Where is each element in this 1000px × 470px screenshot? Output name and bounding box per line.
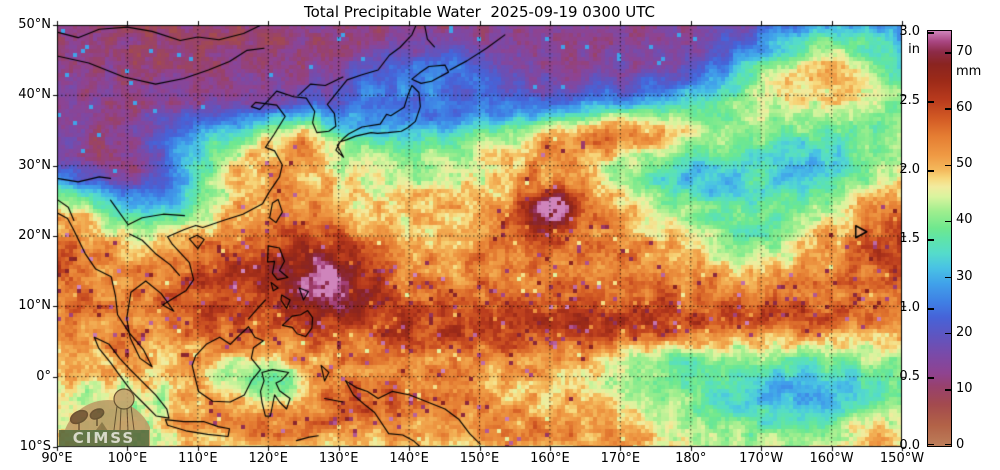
lon-tick-label: 130°E <box>318 451 359 466</box>
colorbar-tick-mark <box>928 170 934 172</box>
colorbar-tick-mark <box>928 444 934 446</box>
colorbar-in-tick-label: 2.5 <box>899 93 920 108</box>
colorbar-mm-tick-label: 70 <box>956 43 973 59</box>
colorbar-tick-mark <box>945 164 951 166</box>
tpw-map-canvas <box>50 18 910 455</box>
colorbar-tick-mark <box>928 101 934 103</box>
colorbar-tick-mark <box>945 220 951 223</box>
colorbar-tick-mark <box>945 52 951 54</box>
lon-tick-label: 150°E <box>459 451 500 466</box>
colorbar-tick-mark <box>945 108 951 110</box>
colorbar-tick-mark <box>945 389 951 391</box>
cimss-logo: CIMSS <box>59 388 150 446</box>
lat-tick-label: 20°N <box>18 228 51 243</box>
logo-band <box>59 430 149 446</box>
colorbar-mm-tick-label: 0 <box>956 437 965 452</box>
satellite-icon <box>113 388 135 432</box>
lat-tick-label: 0° <box>36 368 51 384</box>
colorbar-mm-unit: mm <box>956 64 982 79</box>
colorbar-tick-mark <box>928 32 934 34</box>
lon-tick-label: 160°W <box>809 451 854 466</box>
colorbar-in-tick-label: 0.5 <box>899 369 920 384</box>
lon-tick-label: 170°W <box>739 451 784 466</box>
logo-text: CIMSS <box>73 429 135 446</box>
lon-tick-label: 150°W <box>879 451 925 466</box>
colorbar-tick-mark <box>928 308 934 310</box>
colorbar-in-tick-label: 0.0 <box>899 438 920 453</box>
lon-tick-label: 90°E <box>41 451 73 466</box>
colorbar-tick-mark <box>928 377 934 379</box>
lat-tick-label: 40°N <box>18 87 51 103</box>
colorbar-mm-tick-label: 10 <box>956 380 973 396</box>
lon-tick-label: 140°E <box>389 451 429 466</box>
lat-tick-label: 30°N <box>18 157 51 173</box>
lat-tick-label: 50°N <box>18 17 51 32</box>
lon-tick-label: 100°E <box>107 451 148 466</box>
colorbar-in-unit: in <box>908 42 920 57</box>
lon-tick-label: 120°E <box>248 451 289 466</box>
lat-tick-label: 10°S <box>19 439 51 454</box>
colorbar-tick-mark <box>945 333 951 335</box>
colorbar-mm-tick-label: 30 <box>956 268 973 284</box>
colorbar-mm-tick-label: 40 <box>956 212 973 228</box>
colorbar-mm-tick-label: 60 <box>956 100 973 116</box>
lon-tick-label: 160°E <box>530 451 570 466</box>
lat-tick-label: 10°N <box>18 298 51 314</box>
colorbar-in-tick-label: 2.0 <box>899 162 920 177</box>
lon-tick-label: 170°E <box>600 451 641 466</box>
colorbar-mm-tick-label: 50 <box>956 156 973 172</box>
colorbar-tick-mark <box>928 239 934 241</box>
colorbar-mm-tick-label: 20 <box>956 324 973 340</box>
colorbar-in-tick-label: 3.0 <box>899 24 920 39</box>
chart-title: Total Precipitable Water 2025-09-19 0300… <box>303 3 655 21</box>
lon-tick-label: 110°E <box>178 451 218 466</box>
colorbar-tick-mark <box>945 276 951 279</box>
lon-tick-label: 180° <box>675 451 707 466</box>
colorbar <box>927 30 952 447</box>
colorbar-tick-mark <box>945 444 951 446</box>
colorbar-in-tick-label: 1.5 <box>899 231 920 246</box>
colorbar-in-tick-label: 1.0 <box>899 300 920 315</box>
satellite-dish-icon <box>69 408 105 430</box>
